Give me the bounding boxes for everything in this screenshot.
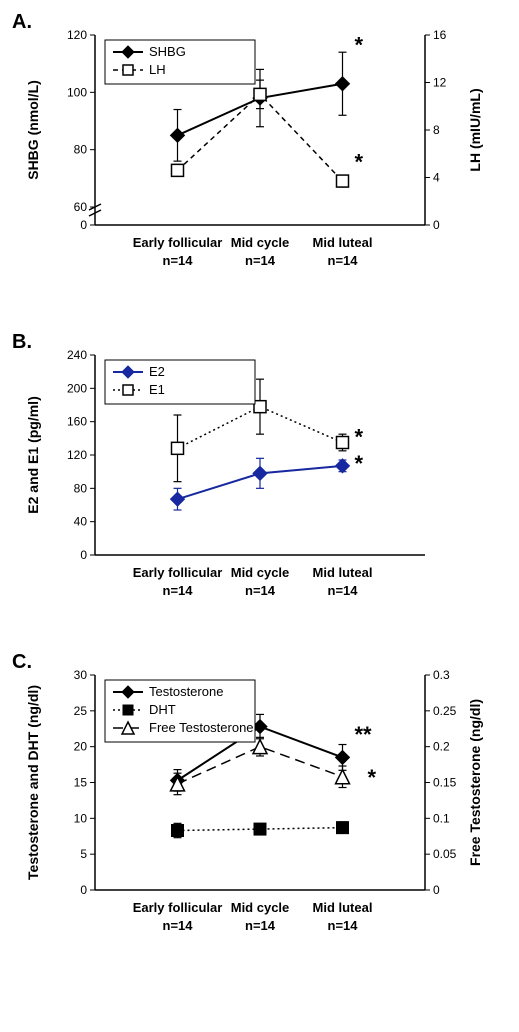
svg-text:Early follicular: Early follicular: [133, 900, 223, 915]
svg-text:5: 5: [80, 847, 87, 861]
svg-text:80: 80: [74, 143, 88, 157]
svg-text:*: *: [355, 451, 364, 476]
svg-text:Free Testosterone (ng/dl): Free Testosterone (ng/dl): [467, 699, 483, 866]
svg-text:0.2: 0.2: [433, 740, 450, 754]
svg-text:Testosterone and DHT (ng/dl): Testosterone and DHT (ng/dl): [25, 685, 41, 880]
svg-text:E2 and E1 (pg/ml): E2 and E1 (pg/ml): [25, 396, 41, 513]
svg-text:A.: A.: [12, 11, 32, 33]
svg-text:25: 25: [74, 704, 88, 718]
svg-text:Testosterone: Testosterone: [149, 684, 223, 699]
chart-b: B. 0 40 80 120 160 200 240 E2 and E1 (pg/ml) Earl…: [10, 330, 510, 620]
svg-text:40: 40: [74, 515, 88, 529]
svg-text:*: *: [355, 32, 364, 57]
svg-text:Mid cycle: Mid cycle: [231, 235, 290, 250]
svg-text:0.05: 0.05: [433, 847, 457, 861]
svg-text:0: 0: [80, 548, 87, 562]
svg-text:80: 80: [74, 481, 88, 495]
svg-text:15: 15: [74, 776, 88, 790]
svg-text:Mid luteal: Mid luteal: [313, 900, 373, 915]
svg-text:16: 16: [433, 28, 447, 42]
svg-text:0: 0: [433, 883, 440, 897]
svg-text:10: 10: [74, 811, 88, 825]
svg-text:120: 120: [67, 448, 87, 462]
svg-text:B.: B.: [12, 331, 32, 353]
svg-text:30: 30: [74, 668, 88, 682]
svg-text:*: *: [355, 424, 364, 449]
svg-text:Mid cycle: Mid cycle: [231, 565, 290, 580]
svg-text:200: 200: [67, 381, 87, 395]
panel-c: C. 0 5 10 15 20 25 30 0 0.05 0.1 0.15 0.2 0.25 0.3 Test…: [10, 650, 510, 960]
svg-text:n=14: n=14: [245, 918, 276, 933]
svg-text:160: 160: [67, 415, 87, 429]
svg-text:Early follicular: Early follicular: [133, 235, 223, 250]
svg-text:Free Testosterone: Free Testosterone: [149, 720, 254, 735]
svg-text:20: 20: [74, 740, 88, 754]
svg-text:0.25: 0.25: [433, 704, 457, 718]
svg-text:0.1: 0.1: [433, 811, 450, 825]
svg-text:*: *: [355, 149, 364, 174]
svg-text:0: 0: [80, 883, 87, 897]
svg-text:8: 8: [433, 123, 440, 137]
svg-text:Early follicular: Early follicular: [133, 565, 223, 580]
svg-text:Mid cycle: Mid cycle: [231, 900, 290, 915]
svg-text:LH: LH: [149, 62, 166, 77]
svg-text:n=14: n=14: [163, 583, 194, 598]
svg-text:n=14: n=14: [163, 253, 194, 268]
svg-text:LH (mIU/mL): LH (mIU/mL): [467, 88, 483, 171]
svg-text:E1: E1: [149, 382, 165, 397]
svg-text:*: *: [368, 765, 377, 790]
svg-text:240: 240: [67, 348, 87, 362]
svg-text:n=14: n=14: [328, 253, 359, 268]
figure: A.060801001200481216SHBG (nmol/L)LH (mIU…: [10, 10, 510, 960]
svg-text:n=14: n=14: [328, 583, 359, 598]
svg-text:0.3: 0.3: [433, 668, 450, 682]
svg-text:E2: E2: [149, 364, 165, 379]
svg-text:n=14: n=14: [245, 253, 276, 268]
svg-text:4: 4: [433, 171, 440, 185]
svg-text:n=14: n=14: [245, 583, 276, 598]
svg-text:0: 0: [80, 218, 87, 232]
chart-a: A. 0 60 80 100 120 0 4 8 12 16 SHBG (nmol/L) LH (mIU…: [10, 10, 510, 300]
chart-c: C. 0 5 10 15 20 25 30 0 0.05 0.1 0.15 0.2 0.25 0.3 Test…: [10, 650, 510, 960]
svg-text:0: 0: [433, 218, 440, 232]
svg-text:120: 120: [67, 28, 87, 42]
svg-text:Mid luteal: Mid luteal: [313, 565, 373, 580]
svg-text:C.: C.: [12, 651, 32, 673]
svg-text:12: 12: [433, 76, 447, 90]
svg-text:n=14: n=14: [163, 918, 194, 933]
panel-a: A. 0 60 80 100 120 0 4 8 12 16 SHBG (nmol/L) LH (mIU…: [10, 10, 510, 300]
svg-text:0.15: 0.15: [433, 776, 457, 790]
svg-text:100: 100: [67, 85, 87, 99]
svg-text:**: **: [355, 722, 373, 747]
svg-text:DHT: DHT: [149, 702, 176, 717]
svg-text:60: 60: [74, 200, 88, 214]
svg-text:SHBG: SHBG: [149, 44, 186, 59]
svg-text:n=14: n=14: [328, 918, 359, 933]
panel-b: B. 0 40 80 120 160 200 240 E2 and E1 (pg/ml) Earl…: [10, 330, 510, 620]
svg-text:SHBG (nmol/L): SHBG (nmol/L): [25, 80, 41, 180]
svg-text:Mid luteal: Mid luteal: [313, 235, 373, 250]
